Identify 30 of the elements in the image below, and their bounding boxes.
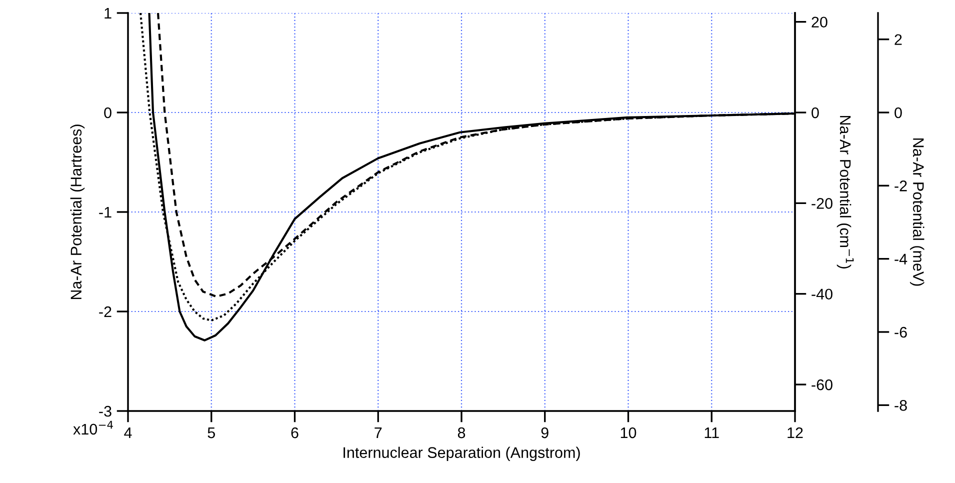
y-tick-label: -3 <box>99 406 112 417</box>
x-tick-label: 8 <box>458 427 466 438</box>
x-tick-label: 7 <box>374 428 382 438</box>
y3-axis-title: Na-Ar Potential (meV) <box>910 138 924 286</box>
y-tick-label: -1 <box>99 207 112 218</box>
y3-tick-label: 2 <box>894 34 902 45</box>
y3-tick-label: 0 <box>894 107 902 118</box>
y-axis-title: Na-Ar Potential (Hartrees) <box>70 124 85 300</box>
y-tick-label: 1 <box>104 8 112 19</box>
y2-tick-label: -60 <box>812 379 832 390</box>
x-tick-label: 4 <box>124 428 132 438</box>
x-tick-label: 5 <box>208 428 215 438</box>
x-tick-label: 10 <box>620 427 636 438</box>
y2-axis-title: Na-Ar Potential (cm$^{−1}$) <box>836 116 854 268</box>
y3-tick-label: -8 <box>894 400 907 411</box>
y3-tick-label: -4 <box>894 254 908 264</box>
y2-tick-label: 20 <box>812 16 828 28</box>
x-tick-label: 11 <box>704 428 719 438</box>
y3-tick-label: -6 <box>894 326 907 338</box>
x-tick-label: 12 <box>788 427 803 438</box>
y2-tick-label: -20 <box>812 198 832 209</box>
y-tick-label: -2 <box>99 306 112 318</box>
x-tick-label: 6 <box>291 427 298 438</box>
y3-tick-label: -2 <box>894 180 907 192</box>
y-tick-label: 0 <box>104 107 112 118</box>
y2-tick-label: 0 <box>812 107 819 118</box>
text: x10$^{−4}$ <box>73 420 113 435</box>
x-tick-label: 9 <box>541 427 548 438</box>
x-axis-title: Internuclear Separation (Angstrom) <box>344 446 580 462</box>
y2-tick-label: -40 <box>812 288 832 300</box>
